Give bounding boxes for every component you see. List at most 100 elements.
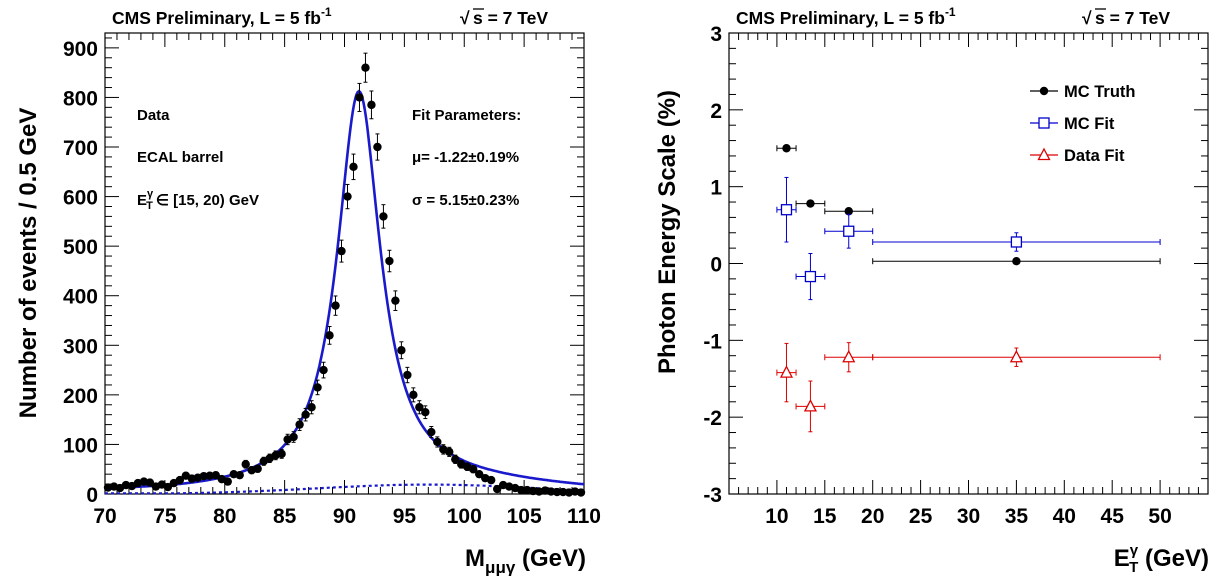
right-x-tick-label: 10: [765, 505, 788, 528]
left-marker: [487, 476, 495, 484]
left-data-point: [391, 291, 399, 311]
right-y-tick-label: -3: [703, 484, 722, 507]
left-marker: [253, 465, 261, 473]
right-x-tick-label: 15: [813, 505, 837, 528]
left-marker: [224, 477, 232, 485]
right-y-tick-label: 1: [710, 177, 722, 200]
legend-label: MC Truth: [1064, 83, 1136, 101]
left-fit-sigma: σ = 5.15±0.23%: [412, 192, 519, 209]
left-annotation-et-range: Eγ T ∈ [15, 20) GeV: [137, 188, 259, 212]
left-marker: [331, 301, 339, 309]
left-y-axis-label: Number of events / 0.5 GeV: [15, 108, 42, 419]
left-header-right: s = 7 TeV: [473, 8, 548, 28]
right-data-point: [873, 233, 1160, 251]
left-data-point: [373, 134, 381, 160]
left-marker: [349, 163, 357, 171]
left-marker: [319, 366, 327, 374]
left-marker: [361, 63, 369, 71]
left-header-left: CMS Preliminary, L = 5 fb-1: [112, 5, 332, 28]
left-marker: [343, 192, 351, 200]
right-y-tick-label: -2: [703, 407, 722, 430]
left-x-tick-label: 75: [153, 505, 177, 528]
right-marker: [843, 351, 854, 362]
right-y-axis-label: Photon Energy Scale (%): [654, 90, 681, 374]
left-data-point: [224, 477, 232, 485]
left-y-tick-label: 200: [63, 385, 98, 408]
legend-label: Data Fit: [1064, 147, 1125, 165]
right-marker: [806, 199, 814, 207]
left-fit-title: Fit Parameters:: [412, 107, 521, 124]
right-x-tick-label: 35: [1005, 505, 1029, 528]
right-data-point: [796, 199, 825, 207]
left-x-tick-label: 100: [447, 505, 482, 528]
left-sqrt-sign: √: [460, 8, 470, 28]
right-header-right: s = 7 TeV: [1095, 8, 1170, 28]
left-data-point: [403, 367, 411, 382]
right-x-tick-label: 25: [909, 505, 933, 528]
right-data-point: [777, 177, 796, 242]
left-marker: [421, 408, 429, 416]
right-series-mc-fit: [777, 177, 1160, 299]
right-data-points: [777, 144, 1160, 432]
right-legend: MC Truth MC Fit Data Fit: [1030, 83, 1136, 165]
left-y-tick-label: 500: [63, 236, 98, 259]
left-marker: [301, 410, 309, 418]
left-marker: [397, 346, 405, 354]
right-plot-frame: [729, 33, 1208, 494]
left-marker: [433, 438, 441, 446]
legend-marker: [1040, 87, 1048, 95]
left-y-tick-label: 700: [63, 137, 98, 160]
left-marker: [391, 296, 399, 304]
right-marker: [782, 144, 790, 152]
right-data-point: [873, 348, 1160, 366]
right-marker: [805, 400, 816, 411]
right-series-data-fit: [777, 343, 1160, 432]
left-y-tick-label: 100: [63, 434, 98, 457]
legend-entry: MC Fit: [1030, 115, 1115, 133]
right-y-tick-label: -1: [703, 330, 722, 353]
left-marker: [373, 143, 381, 151]
right-data-point: [825, 214, 873, 248]
left-marker: [337, 247, 345, 255]
right-data-point: [873, 257, 1160, 265]
left-data-point: [577, 488, 585, 496]
left-marker: [427, 428, 435, 436]
left-y-tick-label: 300: [63, 335, 98, 358]
left-marker: [325, 331, 333, 339]
right-x-tick-label: 40: [1053, 505, 1076, 528]
right-y-tick-label: 0: [710, 254, 722, 277]
right-marker: [1012, 257, 1020, 265]
left-marker: [577, 488, 585, 496]
left-fit-mu: μ= -1.22±0.19%: [412, 149, 519, 166]
right-y-tick-label: 3: [710, 23, 722, 46]
left-x-axis-label: Mμμγ (GeV): [465, 545, 586, 576]
left-marker: [242, 460, 250, 468]
right-header-left: CMS Preliminary, L = 5 fb-1: [736, 5, 956, 28]
legend-marker: [1039, 149, 1050, 160]
right-marker: [1011, 237, 1021, 247]
left-y-tick-label: 900: [63, 38, 98, 61]
right-y-tick-label: 2: [710, 100, 722, 123]
left-data-point: [397, 342, 405, 359]
left-data-point: [349, 154, 357, 179]
left-marker: [236, 471, 244, 479]
left-y-tick-label: 800: [63, 87, 98, 110]
left-plot-frame: [105, 33, 584, 494]
left-marker: [289, 433, 297, 441]
left-data-point: [236, 471, 244, 479]
right-x-axis-label: Eγ T (GeV): [1114, 542, 1209, 576]
right-data-point: [777, 144, 796, 152]
right-marker: [781, 205, 791, 215]
left-x-tick-label: 95: [393, 505, 417, 528]
left-data-point: [487, 476, 495, 484]
left-y-tick-label: 0: [86, 484, 98, 507]
left-marker: [445, 448, 453, 456]
right-marker: [805, 272, 815, 282]
right-x-tick-label: 50: [1148, 505, 1171, 528]
left-x-tick-label: 110: [567, 505, 601, 528]
right-data-point: [796, 254, 825, 300]
left-marker: [385, 257, 393, 265]
right-x-tick-label: 20: [861, 505, 884, 528]
